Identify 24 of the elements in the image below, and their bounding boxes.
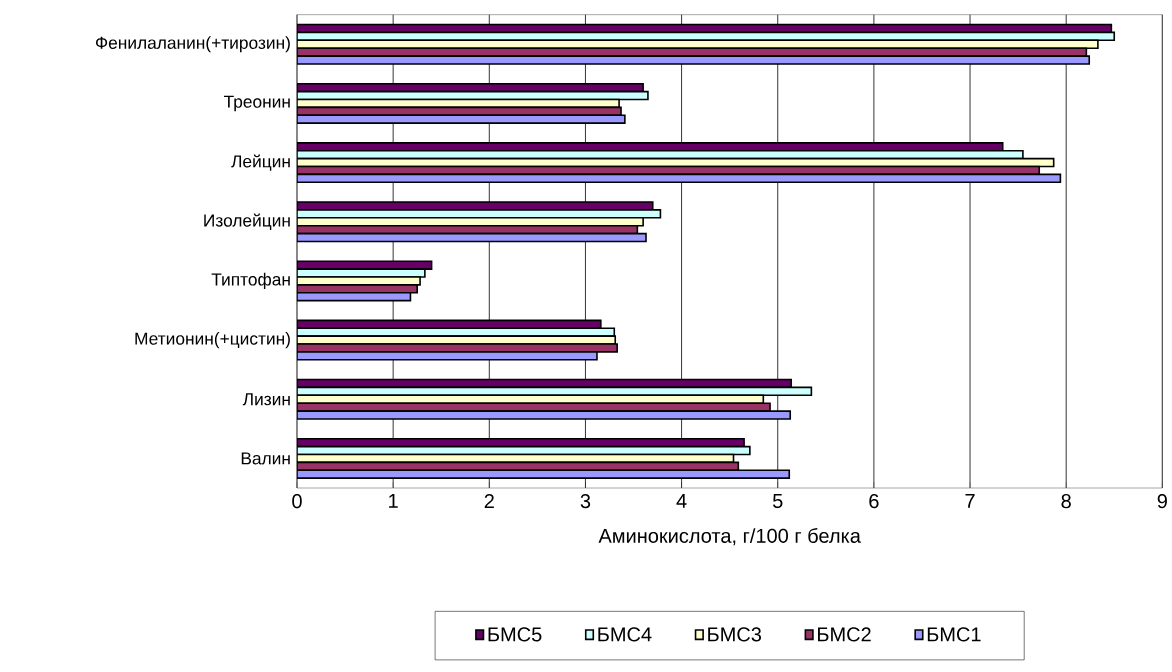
- x-tick-label: 4: [676, 494, 687, 508]
- y-tick-label: Лейцин: [231, 154, 290, 171]
- x-tick-label: 6: [869, 494, 879, 509]
- y-tick-label: Треонин: [223, 95, 290, 112]
- x-axis-title: Аминокислота, г/100 г белка: [598, 528, 861, 546]
- legend-label: БМС1: [927, 627, 981, 642]
- y-tick-label: Типтофан: [211, 272, 290, 290]
- legend-label: БМС5: [488, 627, 542, 642]
- x-tick-label: 7: [965, 494, 975, 508]
- y-tick-label: Метионин(+цистин): [135, 332, 290, 349]
- x-tick-label: 0: [292, 494, 302, 509]
- legend-label: БМС2: [818, 627, 871, 642]
- y-tick-label: Фенилаланин(+тирозин): [95, 36, 290, 53]
- legend-label: БМС4: [598, 627, 652, 642]
- legend-label: БМС3: [708, 627, 762, 642]
- x-tick-label: 2: [484, 494, 494, 509]
- x-tick-label: 9: [1157, 494, 1167, 509]
- x-tick-label: 8: [1061, 494, 1071, 509]
- y-tick-label: Изолейцин: [204, 213, 290, 230]
- x-tick-label: 5: [772, 494, 783, 508]
- x-tick-label: 3: [580, 494, 591, 509]
- y-tick-label: Лизин: [242, 393, 290, 406]
- y-tick-label: Валин: [241, 452, 290, 465]
- x-tick-label: 1: [389, 494, 398, 508]
